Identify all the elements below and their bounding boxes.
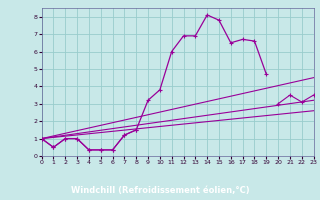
Text: Windchill (Refroidissement éolien,°C): Windchill (Refroidissement éolien,°C)	[71, 186, 249, 195]
